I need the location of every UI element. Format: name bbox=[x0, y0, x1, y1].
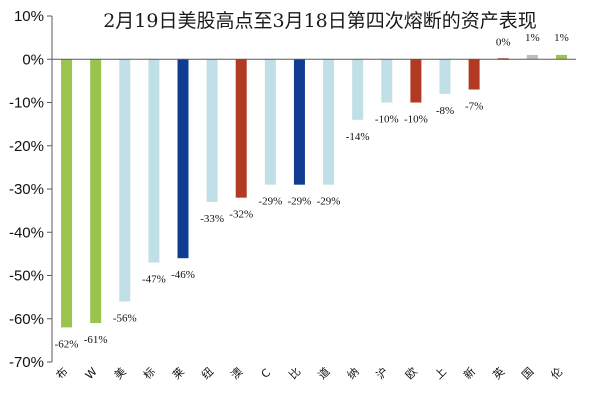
data-label: -8% bbox=[436, 105, 454, 117]
bar bbox=[61, 59, 73, 328]
x-tick-label: 道 bbox=[315, 364, 333, 382]
bar bbox=[206, 59, 218, 202]
x-tick-label: 新 bbox=[460, 364, 478, 382]
y-tick-label: -30% bbox=[9, 181, 44, 198]
bar bbox=[410, 59, 422, 103]
x-tick-label: 比 bbox=[286, 365, 303, 382]
x-tick-label: 沪 bbox=[373, 364, 391, 382]
x-tick-label: 美 bbox=[112, 365, 129, 382]
bar bbox=[439, 59, 451, 94]
bar bbox=[381, 59, 393, 103]
value-labels: -62% -61% -56% -47% -46% -33% -32% -29% -29% -29%… bbox=[55, 32, 569, 350]
x-tick-label: 英 bbox=[490, 364, 508, 382]
y-tick-label: -40% bbox=[9, 224, 44, 241]
data-label: -46% bbox=[171, 269, 195, 281]
bar bbox=[235, 59, 247, 198]
x-tick-label: 欧 bbox=[403, 365, 420, 382]
x-tick-label: W bbox=[83, 365, 100, 382]
y-tick-label: 0% bbox=[22, 51, 44, 68]
data-label: -29% bbox=[288, 196, 312, 208]
x-tick-label: 标 bbox=[140, 364, 158, 382]
x-tick-label: 国 bbox=[519, 365, 536, 382]
y-tick-label: -60% bbox=[9, 311, 44, 328]
data-label: -33% bbox=[200, 213, 224, 225]
x-tick-label: 伦 bbox=[548, 364, 566, 382]
data-label: -10% bbox=[404, 114, 428, 126]
bar bbox=[177, 59, 189, 259]
data-label: -61% bbox=[84, 334, 108, 346]
data-label: -14% bbox=[346, 131, 370, 143]
x-tick-label: 纽 bbox=[198, 364, 216, 382]
y-tick-label: -70% bbox=[9, 354, 44, 371]
y-axis: 10% 0% -10% -20% -30% -40% -50% -60% -70% bbox=[9, 8, 53, 371]
bar bbox=[526, 54, 538, 60]
y-tick-label: -20% bbox=[9, 138, 44, 155]
x-tick-label: 莱 bbox=[170, 365, 187, 382]
bar bbox=[90, 59, 102, 324]
data-label: 1% bbox=[554, 32, 569, 44]
y-tick-label: -50% bbox=[9, 268, 44, 285]
data-label: -47% bbox=[142, 274, 166, 286]
bar bbox=[119, 59, 131, 302]
data-label: -7% bbox=[465, 101, 483, 113]
bar bbox=[148, 59, 160, 263]
data-label: 0% bbox=[496, 36, 511, 48]
bar bbox=[293, 59, 305, 185]
x-tick-label: 布 bbox=[54, 365, 71, 382]
data-label: -62% bbox=[55, 338, 79, 350]
bar bbox=[468, 59, 480, 90]
bar bbox=[352, 59, 364, 120]
chart-title: 2月19日美股高点至3月18日第四次熔断的资产表现 bbox=[103, 10, 537, 32]
x-tick-label: C bbox=[259, 366, 274, 381]
bars bbox=[61, 54, 567, 328]
x-tick-label: 纳 bbox=[345, 365, 362, 382]
bar bbox=[264, 59, 276, 185]
x-tick-label: 上 bbox=[432, 365, 449, 382]
data-label: 1% bbox=[525, 32, 540, 44]
data-label: -29% bbox=[317, 196, 341, 208]
bar bbox=[323, 59, 335, 185]
bar bbox=[555, 54, 567, 60]
y-tick-label: 10% bbox=[14, 8, 44, 25]
data-label: -10% bbox=[375, 114, 399, 126]
y-tick-label: -10% bbox=[9, 95, 44, 112]
data-label: -32% bbox=[229, 209, 253, 221]
data-label: -56% bbox=[113, 312, 137, 324]
x-tick-label: 澳 bbox=[228, 365, 245, 382]
data-label: -29% bbox=[258, 196, 282, 208]
